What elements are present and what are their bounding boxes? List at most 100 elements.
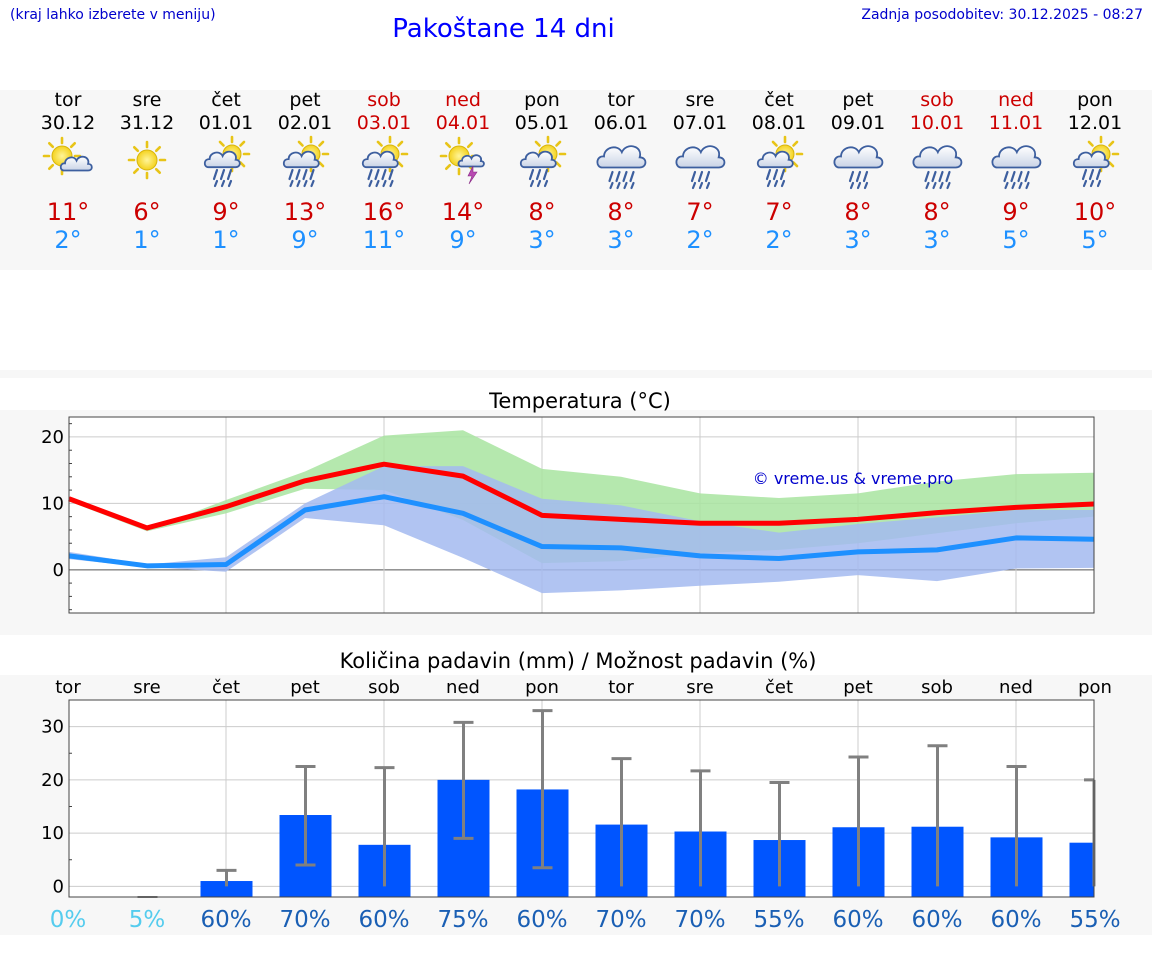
forecast-date: 06.01 [594, 112, 648, 134]
rain-drop [765, 168, 772, 181]
rain-drop [288, 168, 294, 181]
rain-drop [213, 179, 219, 188]
rain-drop [1010, 170, 1016, 183]
location-hint[interactable]: (kraj lahko izberete v meniju) [10, 7, 216, 23]
max-temperature-line [68, 461, 1095, 531]
precipitation-day-label: pet [290, 677, 320, 698]
rain-drop [691, 181, 697, 190]
forecast-max-temp: 8° [607, 198, 634, 226]
rain-drop [367, 168, 373, 181]
forecast-day: ned [445, 89, 481, 111]
precipitation-chance: 0% [50, 907, 87, 933]
sun-ray [397, 140, 404, 147]
temperature-y-tick: 0 [53, 560, 64, 581]
precipitation-y-tick: 10 [41, 823, 64, 844]
forecast-min-temp: 3° [607, 226, 634, 254]
sun-ray [555, 161, 562, 168]
sun-ray [239, 161, 246, 168]
cloud-shape [833, 145, 884, 169]
sun-cloud-rain-icon [519, 135, 567, 188]
rain-drop [381, 168, 387, 181]
rain-drops [765, 168, 786, 188]
cloud-heavy-rain-icon [991, 145, 1042, 190]
sun-ray [534, 140, 541, 147]
forecast-min-temp: 1° [133, 226, 160, 254]
rain-drop [1088, 168, 1095, 181]
forecast-min-temp: 2° [765, 226, 792, 254]
rain-drop [1018, 181, 1023, 190]
rain-drop [528, 168, 535, 181]
forecast-date: 03.01 [357, 112, 411, 134]
rain-drop [212, 168, 219, 181]
sun-ray [792, 161, 799, 168]
temperature-y-tick: 10 [41, 493, 64, 514]
rain-drops [528, 168, 549, 188]
rain-drop [608, 170, 614, 183]
precipitation-day-label: ned [999, 677, 1033, 698]
rain-drops [1003, 170, 1030, 190]
cloud-shape [203, 150, 241, 169]
forecast-day: tor [608, 89, 635, 111]
rain-drop [766, 179, 772, 188]
sun-ray [792, 140, 799, 147]
forecast-max-temp: 16° [363, 198, 406, 226]
precipitation-chance: 5% [129, 907, 166, 933]
precipitation-day-label: pet [843, 677, 873, 698]
forecast-date: 02.01 [278, 112, 332, 134]
rain-drop [773, 179, 779, 188]
rain-drop [374, 168, 380, 181]
rain-drop [848, 170, 855, 183]
sun-cloud-rain-icon [1072, 135, 1120, 188]
forecast-max-temp: 11° [47, 198, 90, 226]
forecast-date: 12.01 [1068, 112, 1122, 134]
precipitation-chance: 55% [1069, 907, 1120, 933]
rain-drop [1024, 170, 1030, 183]
rain-drop [931, 170, 937, 183]
rain-drop [543, 179, 549, 188]
precipitation-chance: 60% [516, 907, 567, 933]
cloud-heavy-rain-icon [596, 145, 647, 190]
precipitation-day-label: ned [446, 677, 480, 698]
precipitation-day-label: tor [55, 677, 81, 698]
precipitation-chance: 60% [200, 907, 251, 933]
cloud-shape [457, 154, 485, 168]
sun-ray [444, 163, 452, 171]
rain-drop [375, 179, 380, 188]
sun-cloud-rain-icon [203, 135, 251, 188]
forecast-min-temp: 3° [844, 226, 871, 254]
rain-drop [388, 168, 394, 181]
rain-drop [630, 181, 635, 190]
forecast-day: pet [842, 89, 873, 111]
rain-drop [849, 181, 855, 190]
sun-ray [132, 145, 140, 153]
precipitation-day-label: pon [525, 677, 559, 698]
cloud-heavy-rain-icon [912, 145, 963, 190]
rain-drops [848, 170, 869, 190]
rain-drop [303, 179, 308, 188]
rain-drop [939, 181, 944, 190]
rain-drop [780, 179, 786, 188]
forecast-max-temp: 13° [284, 198, 327, 226]
forecast-day: sob [920, 89, 954, 111]
lightning-bolt [467, 165, 478, 185]
rain-drop [855, 170, 862, 183]
precipitation-chance: 75% [437, 907, 488, 933]
rain-drop [1004, 181, 1009, 190]
forecast-min-temp: 5° [1002, 226, 1029, 254]
forecast-min-temp: 9° [449, 226, 476, 254]
sun-ray [154, 167, 162, 175]
rain-drop [779, 168, 786, 181]
forecast-min-temp: 9° [291, 226, 318, 254]
cloud-rain-icon [833, 145, 884, 190]
temperature-chart-title: Temperatura (°C) [488, 389, 671, 413]
sun-thunder-icon [439, 136, 485, 185]
precipitation-plot-frame [68, 699, 1095, 898]
sun-ray [47, 163, 55, 171]
sun-icon [127, 140, 167, 180]
forecast-day: sre [686, 89, 715, 111]
forecast-min-temp: 5° [1081, 226, 1108, 254]
rain-drop [227, 179, 233, 188]
forecast-min-temp: 3° [923, 226, 950, 254]
sun-ray [47, 141, 55, 149]
rain-drop [945, 170, 951, 183]
